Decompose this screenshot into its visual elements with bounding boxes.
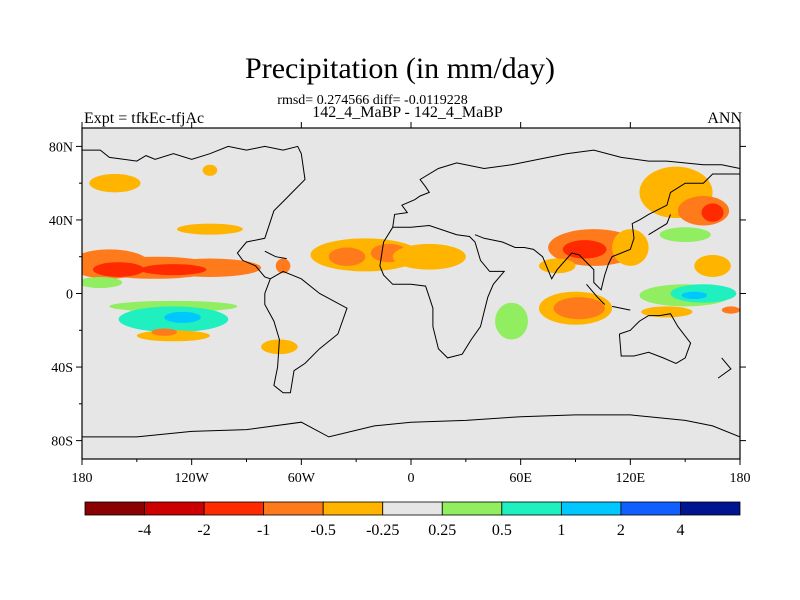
anomaly-layer bbox=[82, 164, 740, 355]
coastline-segment bbox=[612, 305, 631, 311]
colorbar: -4 -2 -1 -0.5 -0.25 0.25 0.5 1 2 4 bbox=[84, 501, 741, 539]
coastline-segment bbox=[586, 283, 606, 305]
colorbar-swatch bbox=[322, 501, 384, 516]
x-tick-label: 180 bbox=[730, 471, 751, 486]
coastline-segment bbox=[264, 270, 348, 394]
coastline-segment bbox=[264, 250, 287, 260]
anomaly-region bbox=[177, 223, 243, 235]
experiment-label: Expt = tfkEc-tfjAc bbox=[84, 110, 205, 127]
anomaly-region bbox=[721, 306, 740, 314]
coastline-segment bbox=[618, 313, 692, 364]
colorbar-swatch bbox=[441, 501, 503, 516]
anomaly-region bbox=[82, 276, 123, 288]
colorbar-swatch bbox=[144, 501, 205, 516]
colorbar-swatch bbox=[263, 501, 324, 516]
chart-subtitle: 142_4_MaBP - 142_4_MaBP bbox=[312, 104, 503, 121]
coastline-segment bbox=[474, 173, 740, 291]
x-tick-label: 120W bbox=[175, 471, 210, 486]
colorbar-swatch bbox=[501, 501, 562, 516]
anomaly-region bbox=[164, 311, 201, 323]
anomaly-region bbox=[328, 247, 366, 266]
y-tick-label: 0 bbox=[66, 288, 73, 303]
y-tick-label: 80S bbox=[51, 435, 73, 450]
chart-title: Precipitation (in mm/day) bbox=[245, 52, 555, 85]
x-tick-label: 180 bbox=[72, 471, 93, 486]
x-tick-label: 60E bbox=[509, 471, 532, 486]
axis-ticks: 180 120W 60W 0 60E 120E 180 80N 40N 0 40S 80S bbox=[49, 122, 751, 486]
anomaly-region bbox=[694, 254, 731, 277]
colorbar-label: -2 bbox=[197, 522, 210, 539]
anomaly-region bbox=[140, 264, 207, 276]
colorbar-swatch bbox=[680, 501, 741, 516]
colorbar-label: -4 bbox=[138, 522, 151, 539]
anomaly-region bbox=[612, 229, 649, 266]
colorbar-swatch bbox=[620, 501, 681, 516]
map-background bbox=[82, 128, 740, 459]
colorbar-swatch bbox=[84, 501, 145, 516]
coastline-segment bbox=[82, 414, 740, 438]
y-tick-label: 40S bbox=[51, 361, 73, 376]
season-label: ANN bbox=[707, 110, 742, 127]
coastline-segment bbox=[82, 145, 306, 280]
x-tick-label: 0 bbox=[408, 471, 415, 486]
anomaly-region bbox=[92, 262, 145, 277]
anomaly-region bbox=[701, 203, 724, 222]
colorbar-label: 1 bbox=[557, 522, 565, 539]
colorbar-label: -1 bbox=[257, 522, 270, 539]
coastline-segment bbox=[648, 214, 671, 236]
colorbar-label: -0.25 bbox=[366, 522, 399, 539]
anomaly-region bbox=[681, 291, 708, 300]
x-tick-label: 60W bbox=[288, 471, 316, 486]
colorbar-swatch bbox=[203, 501, 265, 516]
colorbar-label: 0.25 bbox=[428, 522, 456, 539]
colorbar-label: 4 bbox=[676, 522, 684, 539]
stats-line: rmsd= 0.274566 diff= -0.0119228 bbox=[277, 93, 468, 108]
coastline-segment bbox=[379, 224, 506, 359]
colorbar-label: 0.5 bbox=[492, 522, 512, 539]
anomaly-region bbox=[648, 172, 686, 195]
coastline-segment bbox=[717, 357, 732, 379]
y-tick-label: 40N bbox=[49, 214, 73, 229]
anomaly-region bbox=[202, 164, 218, 176]
anomaly-region bbox=[275, 258, 291, 274]
anomaly-region bbox=[495, 302, 528, 340]
x-tick-label: 120E bbox=[616, 471, 646, 486]
colorbar-label: 2 bbox=[617, 522, 625, 539]
colorbar-swatch bbox=[382, 501, 443, 516]
anomaly-region bbox=[641, 306, 693, 318]
coastline-segment bbox=[392, 149, 740, 228]
anomaly-region bbox=[553, 297, 605, 320]
colorbar-swatch bbox=[560, 501, 622, 516]
y-tick-label: 80N bbox=[49, 140, 73, 155]
coastlines bbox=[82, 145, 740, 438]
anomaly-region bbox=[659, 227, 711, 243]
anomaly-region bbox=[392, 243, 466, 270]
anomaly-region bbox=[151, 328, 178, 336]
colorbar-label: -0.5 bbox=[311, 522, 336, 539]
anomaly-region bbox=[89, 173, 141, 193]
